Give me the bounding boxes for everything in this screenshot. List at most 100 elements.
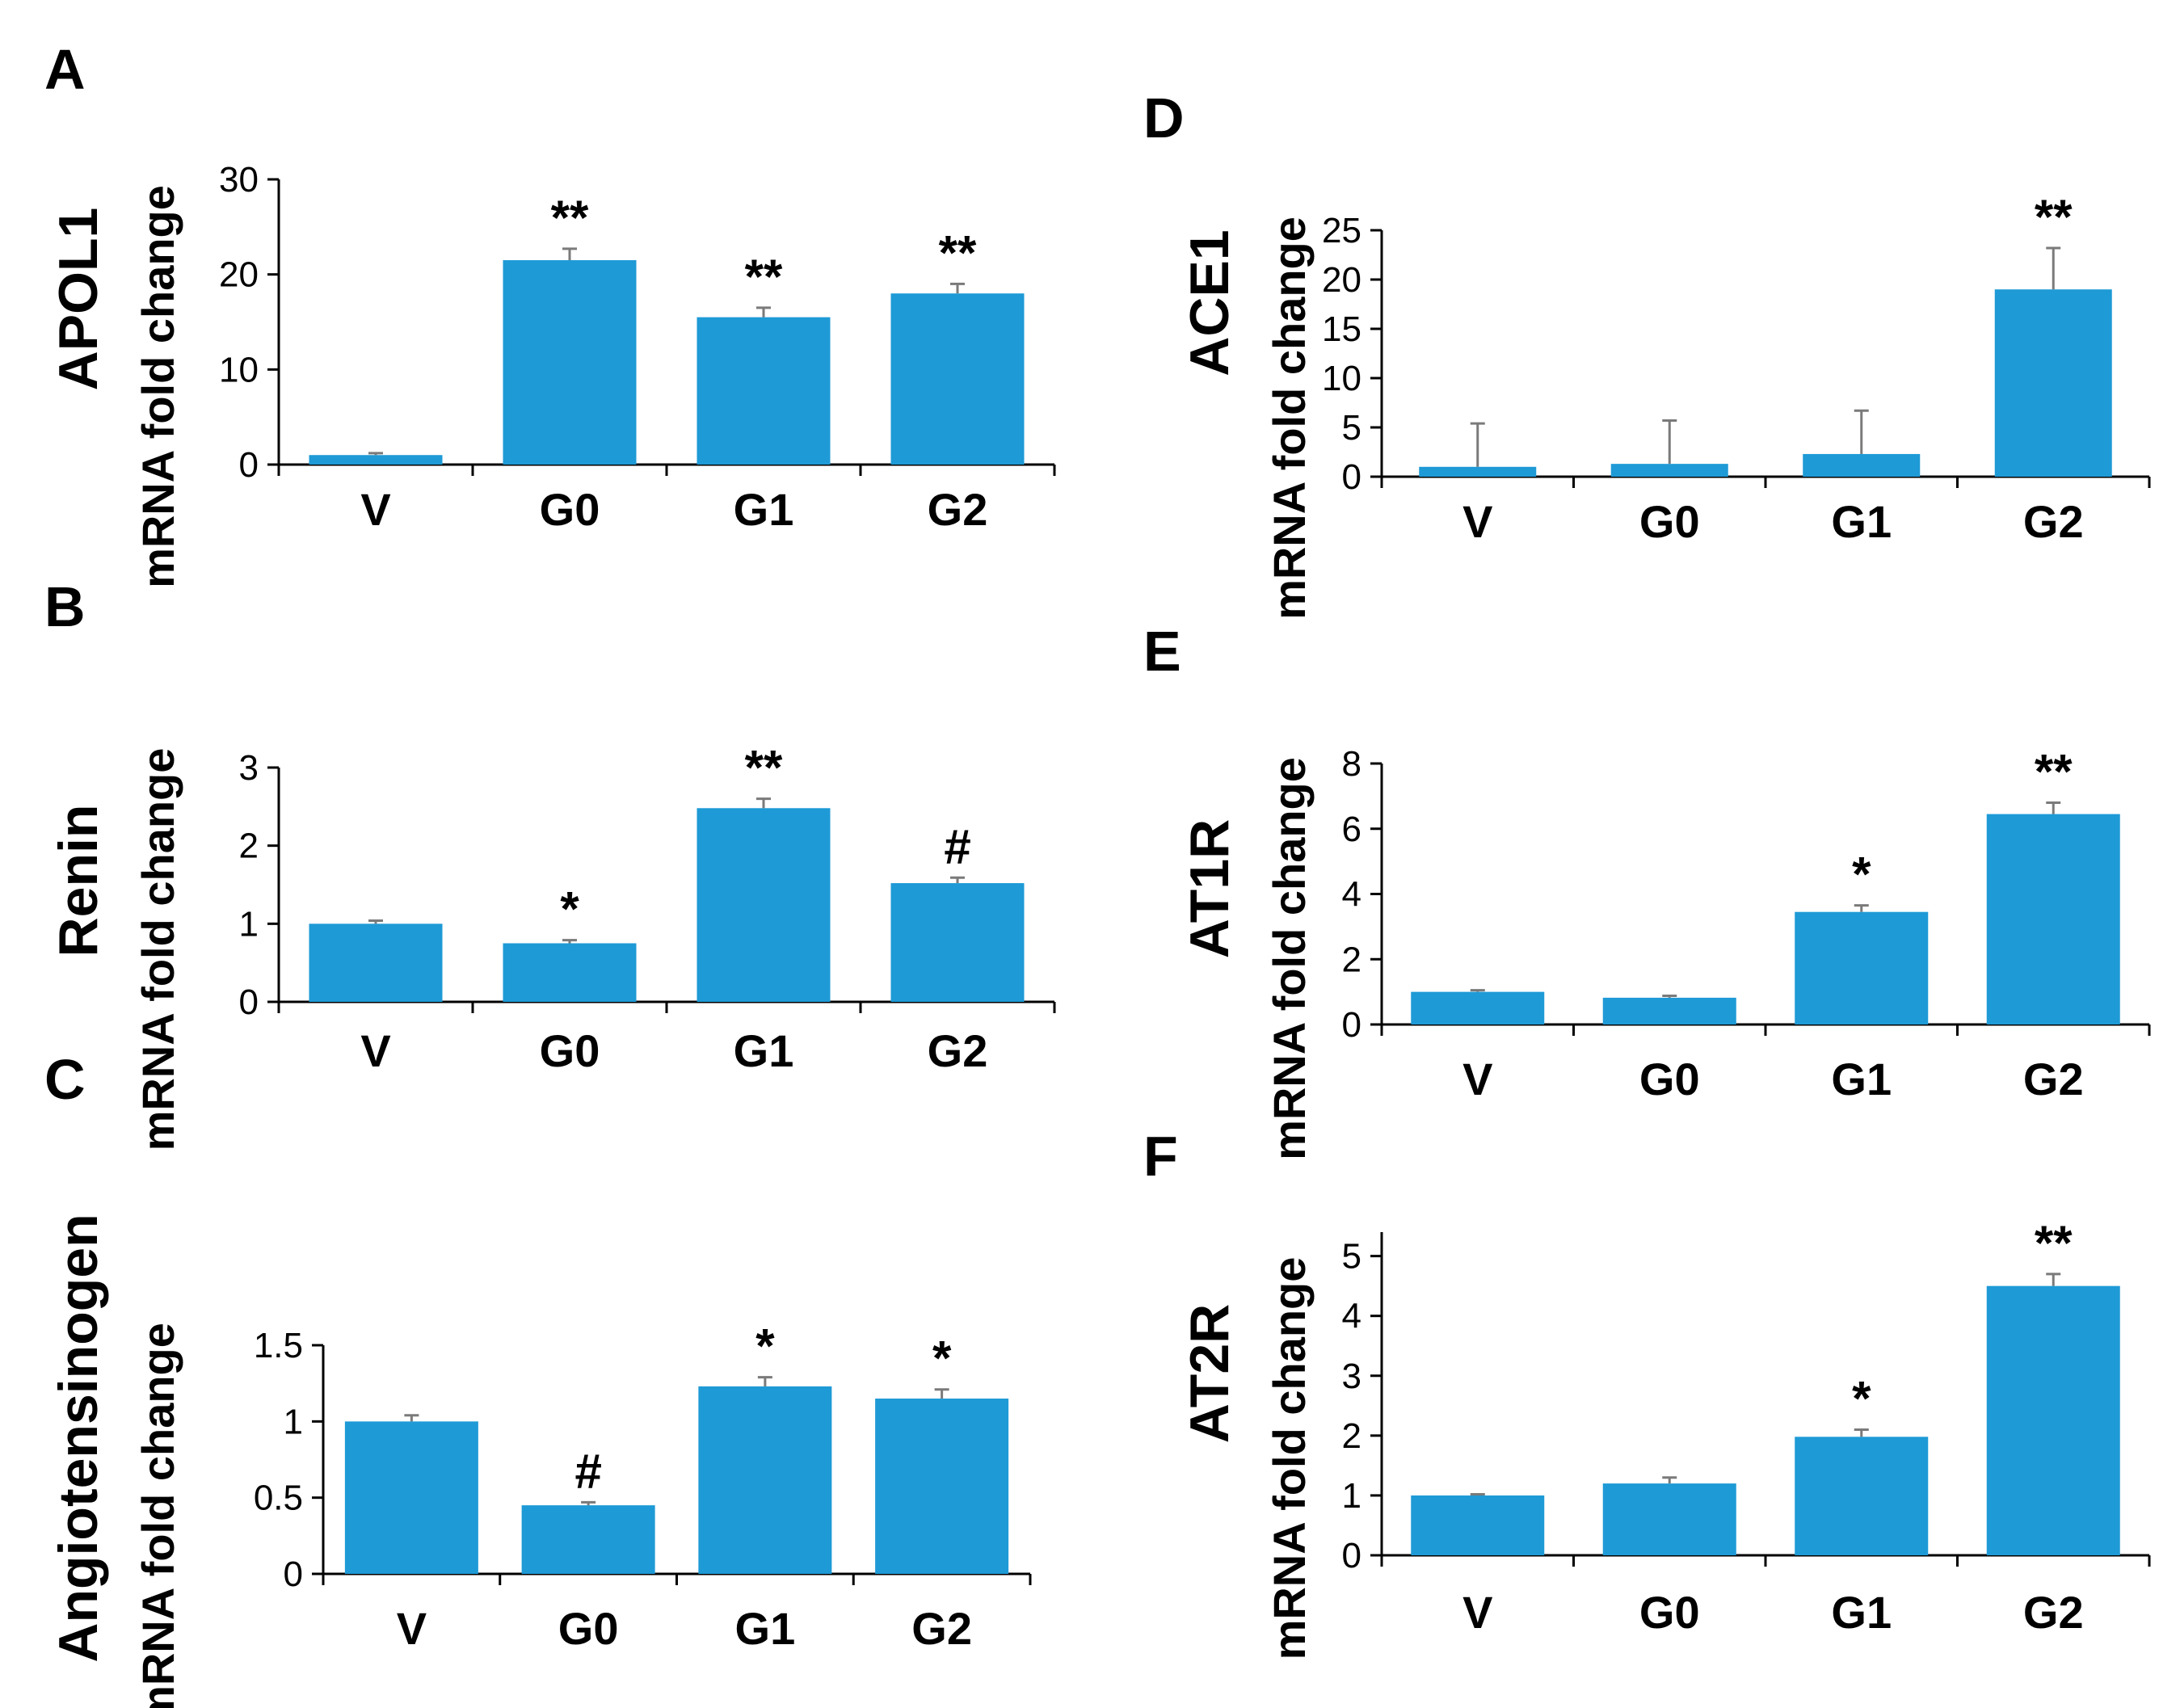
y-tick-label: 8 <box>1342 744 1361 784</box>
category-label: G1 <box>735 1603 796 1654</box>
bar-g0 <box>1602 997 1736 1024</box>
category-label: G0 <box>1639 1587 1700 1638</box>
panel-letter: F <box>1143 1125 1178 1188</box>
category-label: G0 <box>1639 1054 1700 1104</box>
category-label: G2 <box>2023 1054 2084 1104</box>
category-label: G1 <box>734 1025 794 1076</box>
y-tick-label: 1 <box>1342 1476 1361 1516</box>
panel-d: D ACE1 mRNA fold change 0 5 10 15 20 25 V G0 G1 ** G2 <box>1143 86 2151 620</box>
category-label: V <box>397 1603 427 1654</box>
gene-label: Renin <box>48 805 109 957</box>
significance-marker: * <box>1852 848 1871 902</box>
bar-g1 <box>697 317 831 465</box>
gene-label: AT1R <box>1179 819 1240 959</box>
significance-marker: ** <box>939 225 977 280</box>
bar-g2 <box>875 1399 1009 1574</box>
significance-marker: # <box>944 819 970 873</box>
category-label: G0 <box>1639 496 1700 547</box>
significance-marker: ** <box>745 250 783 304</box>
y-tick-label: 1 <box>284 1402 303 1441</box>
y-tick-label: 0 <box>1342 1536 1361 1575</box>
bar-g0 <box>521 1505 655 1574</box>
category-label: G2 <box>2023 496 2084 547</box>
bar-g2 <box>1986 814 2120 1024</box>
gene-label: APOL1 <box>48 208 109 391</box>
category-label: V <box>360 484 390 535</box>
significance-marker: ** <box>2035 744 2073 798</box>
bar-v <box>1411 991 1545 1024</box>
bar-g1 <box>1795 911 1929 1024</box>
bar-g1 <box>1803 453 1921 477</box>
panel-letter: C <box>44 1048 86 1111</box>
category-label: G0 <box>558 1603 619 1654</box>
category-label: V <box>1462 1054 1492 1104</box>
y-tick-label: 1 <box>239 904 259 944</box>
panel-letter: A <box>44 38 86 101</box>
y-tick-label: 0 <box>1342 457 1361 497</box>
y-tick-label: 0.5 <box>254 1479 303 1518</box>
y-axis-label: mRNA fold change <box>1264 217 1315 620</box>
category-label: G1 <box>1831 1587 1892 1638</box>
category-label: G2 <box>2023 1587 2084 1638</box>
significance-marker: * <box>1852 1371 1871 1425</box>
bar-g0 <box>503 943 637 1002</box>
bar-g2 <box>890 293 1025 465</box>
bar-g2 <box>1986 1285 2120 1555</box>
bar-v <box>344 1421 478 1574</box>
bar-v <box>1419 466 1537 477</box>
bar-g0 <box>503 260 637 465</box>
y-tick-label: 2 <box>1342 1416 1361 1456</box>
y-tick-label: 6 <box>1342 810 1361 849</box>
bar-v <box>309 923 443 1002</box>
bar-g1 <box>698 1386 832 1574</box>
y-tick-label: 2 <box>239 827 259 866</box>
category-label: G0 <box>540 484 600 535</box>
panel-a: A APOL1 mRNA fold change 0 10 20 30 V ** G0 ** G1 **… <box>44 38 1056 588</box>
y-tick-label: 30 <box>219 160 259 200</box>
category-label: V <box>1462 496 1492 547</box>
category-label: G1 <box>1831 496 1892 547</box>
y-axis-label: mRNA fold change <box>133 185 183 588</box>
gene-label: AT2R <box>1179 1304 1240 1444</box>
y-tick-label: 20 <box>1322 260 1361 300</box>
significance-marker: * <box>560 882 579 936</box>
significance-marker: # <box>574 1444 601 1498</box>
bar-g1 <box>697 808 831 1002</box>
y-tick-label: 0 <box>239 445 259 485</box>
panel-c: C Angiotensinogen mRNA fold change 0 0.5 1 1.5… <box>44 1048 1032 1708</box>
significance-marker: ** <box>2035 1216 2073 1270</box>
category-label: G2 <box>911 1603 972 1654</box>
gene-label: ACE1 <box>1179 229 1240 376</box>
y-axis-label: mRNA fold change <box>1264 757 1315 1160</box>
significance-marker: ** <box>2035 190 2073 244</box>
y-tick-label: 0 <box>284 1554 303 1594</box>
category-label: G2 <box>928 1025 988 1076</box>
y-axis-label: mRNA fold change <box>133 1323 183 1708</box>
panel-b: B Renin mRNA fold change 0 1 2 3 V * G0 ** G1 # G2 <box>44 575 1056 1151</box>
y-axis-label: mRNA fold change <box>1264 1257 1315 1660</box>
bar-v <box>1411 1495 1545 1555</box>
y-tick-label: 5 <box>1342 408 1361 448</box>
bar-v <box>309 455 443 465</box>
panel-letter: E <box>1143 620 1181 683</box>
y-tick-label: 0 <box>1342 1005 1361 1045</box>
y-axis-label: mRNA fold change <box>133 748 183 1151</box>
y-tick-label: 3 <box>1342 1357 1361 1396</box>
bar-g2 <box>890 883 1025 1002</box>
category-label: G1 <box>734 484 794 535</box>
category-label: G2 <box>928 484 988 535</box>
panel-e: E AT1R mRNA fold change 0 2 4 6 8 V G0 * G1 ** G2 <box>1143 620 2151 1160</box>
significance-marker: ** <box>745 741 783 795</box>
bar-g1 <box>1795 1437 1929 1555</box>
y-tick-label: 2 <box>1342 940 1361 979</box>
significance-marker: * <box>755 1319 775 1374</box>
y-tick-label: 15 <box>1322 309 1361 349</box>
panel-f: F AT2R mRNA fold change 0 1 2 3 4 5 V G0 * G1 ** G2 <box>1143 1125 2151 1660</box>
bar-g2 <box>1994 289 2112 477</box>
y-tick-label: 3 <box>239 748 259 788</box>
y-tick-label: 10 <box>219 350 259 389</box>
y-tick-label: 20 <box>219 255 259 295</box>
y-tick-label: 0 <box>239 982 259 1022</box>
y-tick-label: 5 <box>1342 1237 1361 1277</box>
